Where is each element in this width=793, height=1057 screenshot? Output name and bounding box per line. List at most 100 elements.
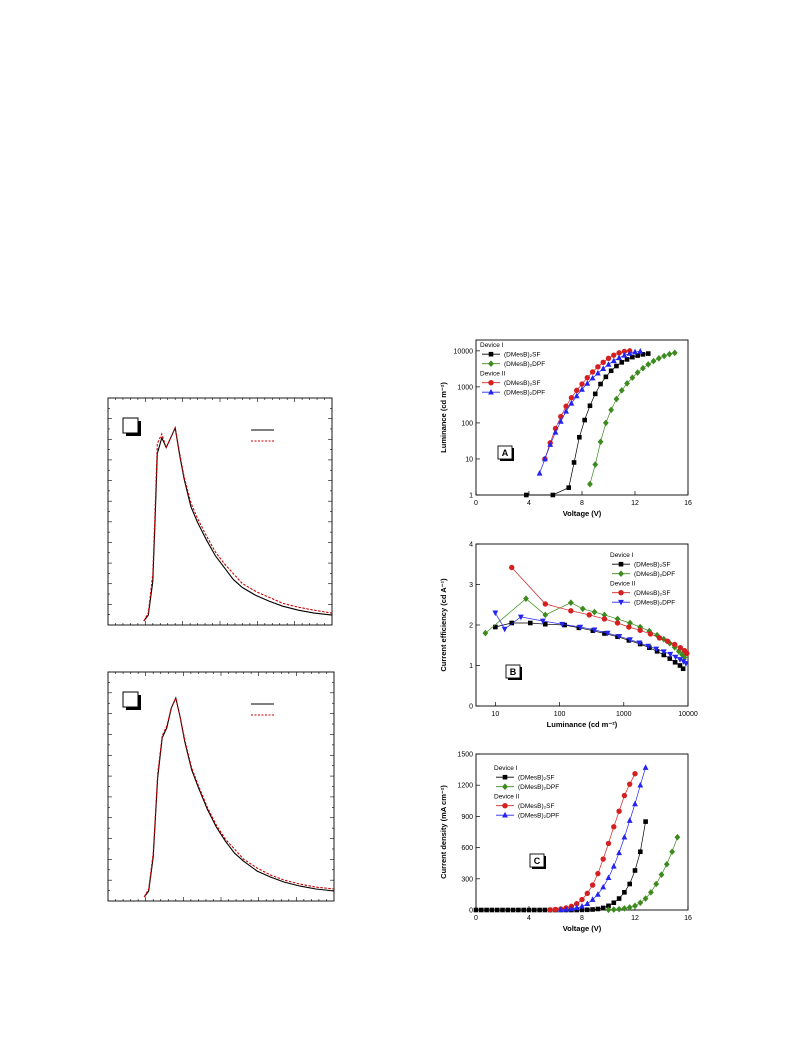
data-point — [664, 638, 671, 644]
data-point — [606, 903, 611, 909]
data-point — [621, 792, 628, 799]
data-point — [610, 357, 617, 364]
legend-group-title: Device I — [480, 342, 504, 349]
data-point — [653, 880, 660, 888]
data-point — [552, 906, 559, 913]
data-point — [648, 889, 654, 896]
data-point — [509, 620, 515, 626]
data-point — [672, 659, 678, 665]
data-point — [493, 624, 498, 630]
data-point — [656, 635, 663, 641]
x-axis-label: Voltage (V) — [563, 509, 602, 518]
data-point — [501, 626, 508, 633]
data-point — [510, 907, 516, 913]
data-point — [650, 357, 657, 365]
data-point — [527, 620, 533, 626]
data-point — [626, 817, 633, 823]
data-point — [566, 485, 572, 490]
data-point — [640, 364, 646, 372]
data-point — [642, 895, 649, 902]
data-point — [587, 403, 593, 409]
legend-marker — [488, 360, 494, 367]
data-point — [615, 634, 620, 640]
data-point — [601, 616, 608, 622]
data-point — [590, 907, 595, 912]
data-point — [658, 871, 665, 878]
data-point — [577, 624, 584, 631]
spectrum-top-chart — [107, 397, 333, 626]
y-tick-label: 10 — [465, 456, 473, 463]
series-line — [495, 622, 684, 669]
y-axis-label: Luminance (cd m⁻²) — [439, 382, 448, 453]
legend-label: (DMesB)₂DPF — [504, 390, 545, 397]
data-point — [557, 418, 564, 424]
data-point — [552, 428, 559, 435]
data-point — [610, 863, 617, 869]
data-point — [619, 360, 625, 365]
data-point — [605, 874, 612, 881]
data-point — [616, 634, 623, 640]
data-point — [516, 907, 521, 913]
data-point — [608, 368, 614, 374]
data-point — [595, 369, 601, 376]
data-point — [592, 391, 598, 397]
data-point — [616, 808, 622, 814]
data-point — [683, 661, 689, 667]
data-point — [589, 374, 596, 381]
data-point — [602, 419, 609, 427]
legend-marker — [488, 351, 494, 357]
x-tick-label: 10 — [491, 711, 499, 718]
data-point — [563, 408, 569, 414]
data-point — [626, 624, 632, 630]
data-point — [592, 461, 599, 468]
data-point — [666, 350, 673, 358]
data-point — [473, 907, 479, 913]
data-point — [616, 354, 622, 361]
data-point — [605, 355, 612, 362]
x-tick-label: 100 — [554, 711, 566, 718]
data-point — [671, 349, 678, 357]
data-point — [582, 417, 587, 423]
data-point — [608, 406, 615, 414]
y-axis-label: Current efficiency (cd A⁻¹) — [439, 578, 448, 672]
y-tick-label: 1 — [469, 663, 473, 670]
data-point — [677, 657, 683, 663]
data-point — [660, 649, 667, 656]
data-point — [558, 413, 564, 420]
data-point — [637, 627, 643, 633]
data-point — [584, 380, 591, 386]
legend-marker — [618, 561, 624, 567]
data-point — [632, 800, 638, 807]
data-point — [663, 860, 670, 868]
data-point — [600, 365, 607, 371]
data-point — [573, 392, 580, 399]
data-point — [603, 374, 609, 380]
x-tick-label: 8 — [580, 915, 584, 922]
legend-label: (DMesB)₂SF — [504, 352, 540, 359]
y-tick-label: 4 — [469, 542, 473, 549]
data-point — [667, 656, 673, 661]
data-point — [574, 387, 580, 394]
data-point — [595, 870, 601, 877]
data-point — [595, 891, 601, 897]
y-tick-label: 1200 — [457, 783, 473, 790]
data-point — [621, 833, 628, 840]
data-point — [550, 492, 556, 498]
data-point — [492, 610, 499, 617]
data-point — [539, 618, 546, 625]
data-point — [523, 595, 529, 602]
data-point — [600, 905, 606, 911]
data-point — [610, 906, 617, 913]
data-point — [579, 381, 585, 387]
data-point — [621, 905, 628, 912]
data-point — [667, 651, 674, 658]
data-point — [591, 627, 598, 634]
data-point — [574, 901, 580, 907]
y-tick-label: 0 — [469, 704, 473, 711]
data-point — [543, 621, 548, 627]
spectrum-bottom-chart — [107, 671, 335, 902]
data-point — [494, 907, 500, 913]
data-point — [591, 608, 598, 616]
data-point — [614, 615, 621, 623]
data-point — [585, 907, 590, 913]
